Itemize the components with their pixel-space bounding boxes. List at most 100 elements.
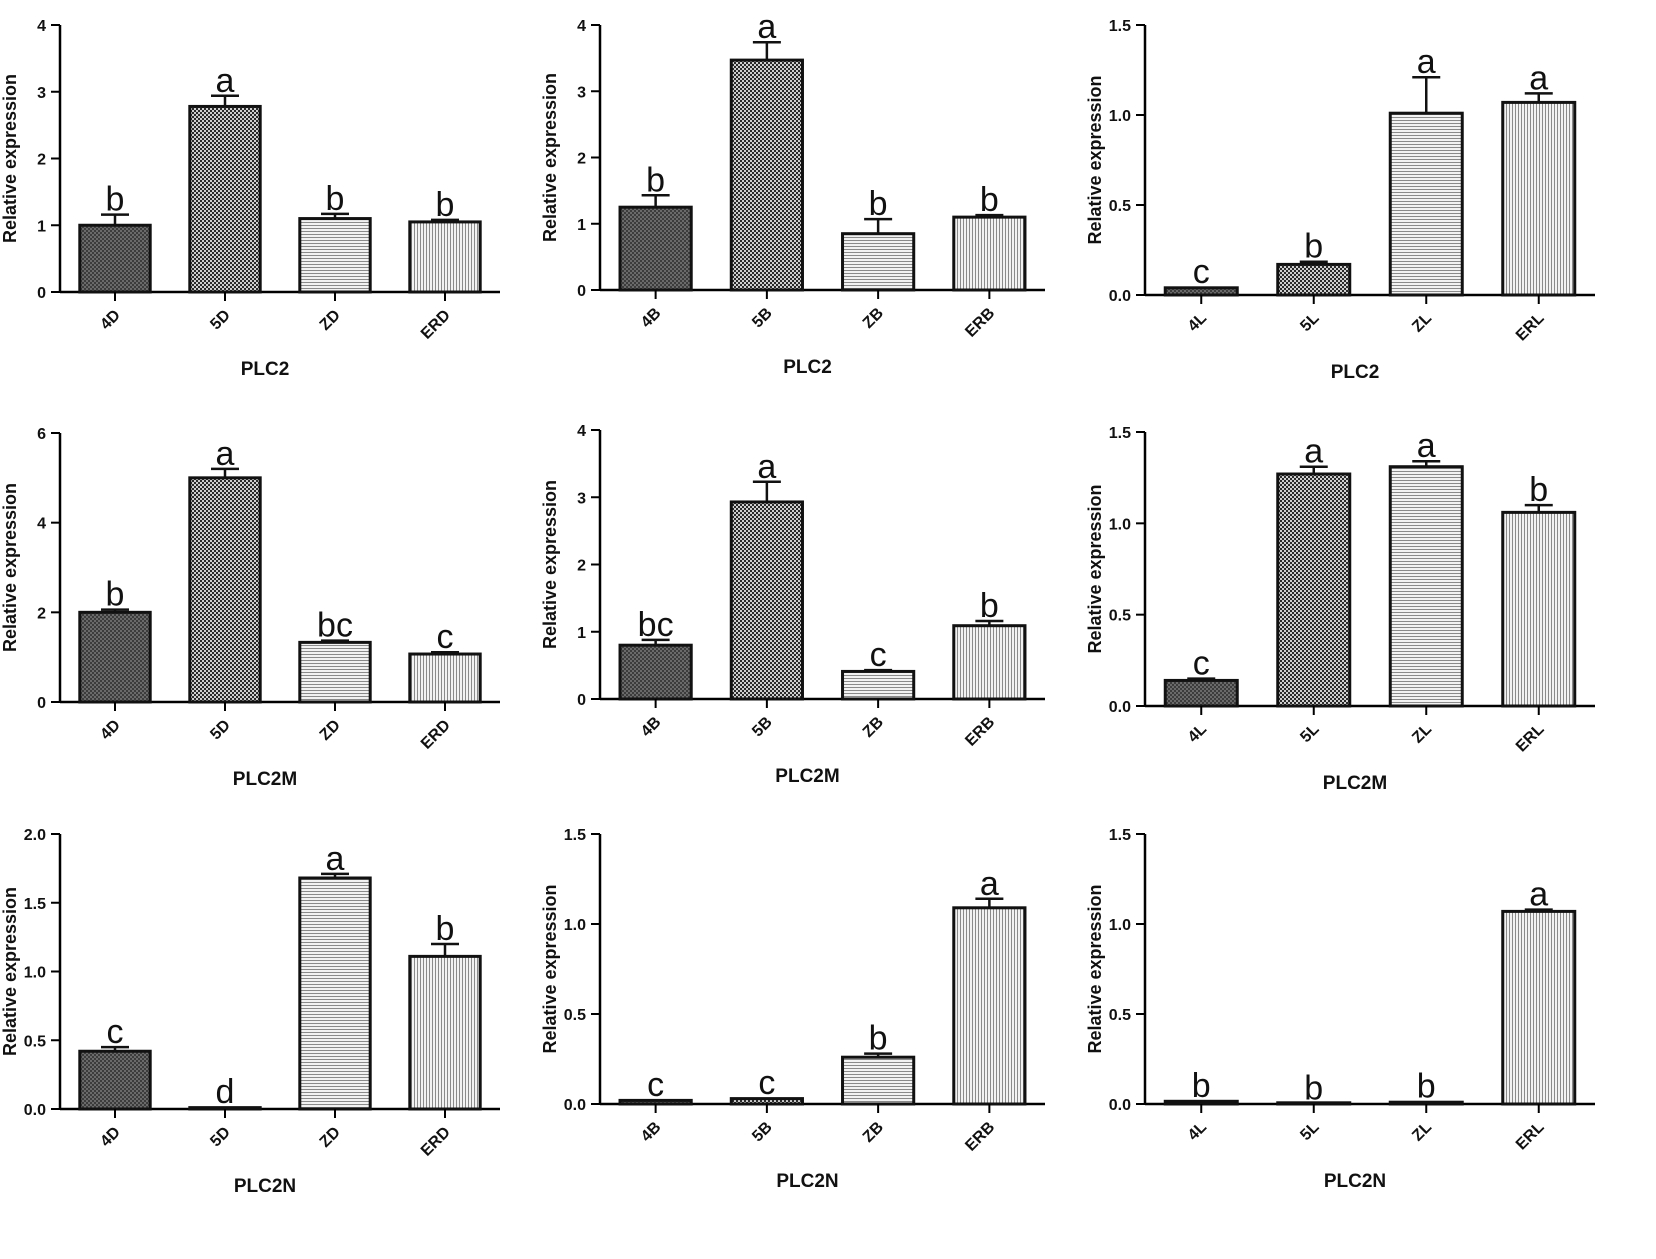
x-axis-title: PLC2M [233, 769, 297, 790]
bar-5L [1276, 472, 1352, 708]
chart-panel-1: 0 1 2 3 4 Relative expression b 4D a 5D b ZD b ERD PLC… [0, 18, 500, 380]
y-axis-label: Relative expression [0, 74, 20, 243]
x-tick-label-4D: 4D [97, 1124, 123, 1150]
significance-letter-5D: d [216, 1073, 235, 1111]
significance-letter-5B: a [757, 448, 776, 486]
x-tick-label-4L: 4L [1185, 310, 1210, 335]
y-tick-label: 1 [37, 218, 46, 235]
chart-panel-8: 0.0 0.5 1.0 1.5 Relative expression c 4B c 5B b ZB… [540, 827, 1045, 1192]
x-tick-label-4L: 4L [1185, 1119, 1210, 1144]
y-tick-label: 2 [37, 152, 46, 169]
x-axis-title: PLC2M [1323, 773, 1387, 794]
y-axis-label: Relative expression [1085, 484, 1105, 653]
x-axis-title: PLC2 [783, 357, 832, 378]
x-tick-label-ZB: ZB [860, 305, 887, 332]
significance-letter-5B: a [757, 8, 776, 46]
y-tick-label: 3 [577, 84, 586, 101]
x-tick-label-ERB: ERB [962, 1119, 998, 1155]
y-tick-label: 0.0 [1109, 699, 1131, 716]
bar-5L [1276, 262, 1352, 297]
y-tick-label: 0.0 [24, 1102, 46, 1119]
bar-ZB [841, 232, 916, 292]
y-axis-label: Relative expression [0, 483, 20, 652]
x-tick-label-ERB: ERB [962, 305, 998, 341]
y-tick-label: 4 [577, 18, 586, 35]
x-tick-label-ERL: ERL [1513, 721, 1548, 756]
significance-letter-5D: a [216, 62, 235, 100]
bar-5B [729, 58, 804, 292]
significance-letter-ERL: a [1529, 59, 1548, 97]
x-tick-label-5L: 5L [1297, 721, 1322, 746]
bar-ERB [952, 906, 1027, 1106]
y-tick-label: 4 [577, 423, 586, 440]
significance-letter-4L: c [1193, 645, 1210, 683]
bar-4D [78, 223, 152, 294]
y-tick-label: 1.0 [24, 965, 46, 982]
x-axis-title: PLC2 [241, 359, 290, 380]
significance-letter-ZD: bc [317, 607, 353, 645]
y-tick-label: 1.5 [564, 827, 586, 844]
significance-letter-4D: b [106, 576, 125, 614]
bar-ERD [408, 954, 482, 1111]
significance-letter-ERD: c [437, 618, 454, 656]
y-tick-label: 0.0 [1109, 1097, 1131, 1114]
significance-letter-ERB: a [980, 865, 999, 903]
x-tick-label-ZL: ZL [1409, 721, 1435, 747]
significance-letter-ZL: a [1417, 427, 1436, 465]
x-tick-label-5L: 5L [1297, 1119, 1322, 1144]
significance-letter-4L: b [1192, 1067, 1211, 1105]
significance-letter-5L: b [1304, 1069, 1323, 1107]
y-tick-label: 0.5 [1109, 1007, 1131, 1024]
x-tick-label-ZD: ZD [317, 1124, 344, 1151]
significance-letter-4B: c [647, 1066, 664, 1104]
x-tick-label-ZB: ZB [860, 1119, 887, 1146]
bar-ZD [298, 217, 372, 294]
x-tick-label-4D: 4D [97, 307, 123, 333]
significance-letter-ZL: b [1417, 1067, 1436, 1105]
y-axis-label: Relative expression [540, 73, 560, 242]
x-tick-label-ZL: ZL [1409, 310, 1435, 336]
y-tick-label: 1 [577, 625, 586, 642]
x-tick-label-5B: 5B [749, 305, 775, 331]
chart-panel-2: 0 1 2 3 4 Relative expression b 4B a 5B b ZB b ERB PLC… [540, 8, 1045, 378]
y-tick-label: 0.5 [24, 1033, 46, 1050]
x-tick-label-ZL: ZL [1409, 1119, 1435, 1145]
x-tick-label-ERL: ERL [1513, 1119, 1548, 1154]
bar-ZB [841, 1055, 916, 1106]
y-tick-label: 3 [37, 85, 46, 102]
significance-letter-5D: a [216, 435, 235, 473]
bar-ERD [408, 220, 482, 294]
x-tick-label-ERB: ERB [962, 714, 998, 750]
chart-panel-3: 0.0 0.5 1.0 1.5 Relative expression c 4L b 5L a ZL… [1085, 18, 1595, 383]
chart-panel-6: 0.0 0.5 1.0 1.5 Relative expression c 4L a 5L a ZL… [1085, 425, 1595, 794]
y-axis-label: Relative expression [1085, 75, 1105, 244]
significance-letter-ZD: b [326, 180, 345, 218]
significance-letter-ZB: b [869, 1020, 888, 1058]
y-axis-label: Relative expression [540, 884, 560, 1053]
y-tick-label: 1.5 [24, 896, 46, 913]
y-axis-label: Relative expression [1085, 884, 1105, 1053]
significance-letter-ZB: b [869, 185, 888, 223]
y-tick-label: 6 [37, 426, 46, 443]
x-tick-label-ERD: ERD [418, 307, 454, 343]
bar-5B [729, 500, 804, 701]
significance-letter-ERL: b [1529, 471, 1548, 509]
bar-5D [188, 104, 262, 294]
x-tick-label-4B: 4B [638, 305, 664, 331]
y-tick-label: 1.0 [1109, 516, 1131, 533]
y-tick-label: 1 [577, 217, 586, 234]
significance-letter-5L: a [1304, 433, 1323, 471]
significance-letter-ZL: a [1417, 43, 1436, 81]
bar-5D [188, 476, 262, 704]
significance-letter-4L: c [1193, 253, 1210, 291]
y-tick-label: 1.5 [1109, 425, 1131, 442]
bar-4D [78, 610, 152, 704]
x-tick-label-5D: 5D [207, 1124, 233, 1150]
bar-ERL [1501, 100, 1577, 297]
chart-panel-7: 0.0 0.5 1.0 1.5 2.0 Relative expression c 4D d 5D… [0, 827, 500, 1197]
bar-ZL [1388, 465, 1464, 708]
y-tick-label: 0 [577, 283, 586, 300]
y-tick-label: 0 [37, 285, 46, 302]
significance-letter-4B: bc [638, 606, 674, 644]
x-tick-label-4B: 4B [638, 1119, 664, 1145]
